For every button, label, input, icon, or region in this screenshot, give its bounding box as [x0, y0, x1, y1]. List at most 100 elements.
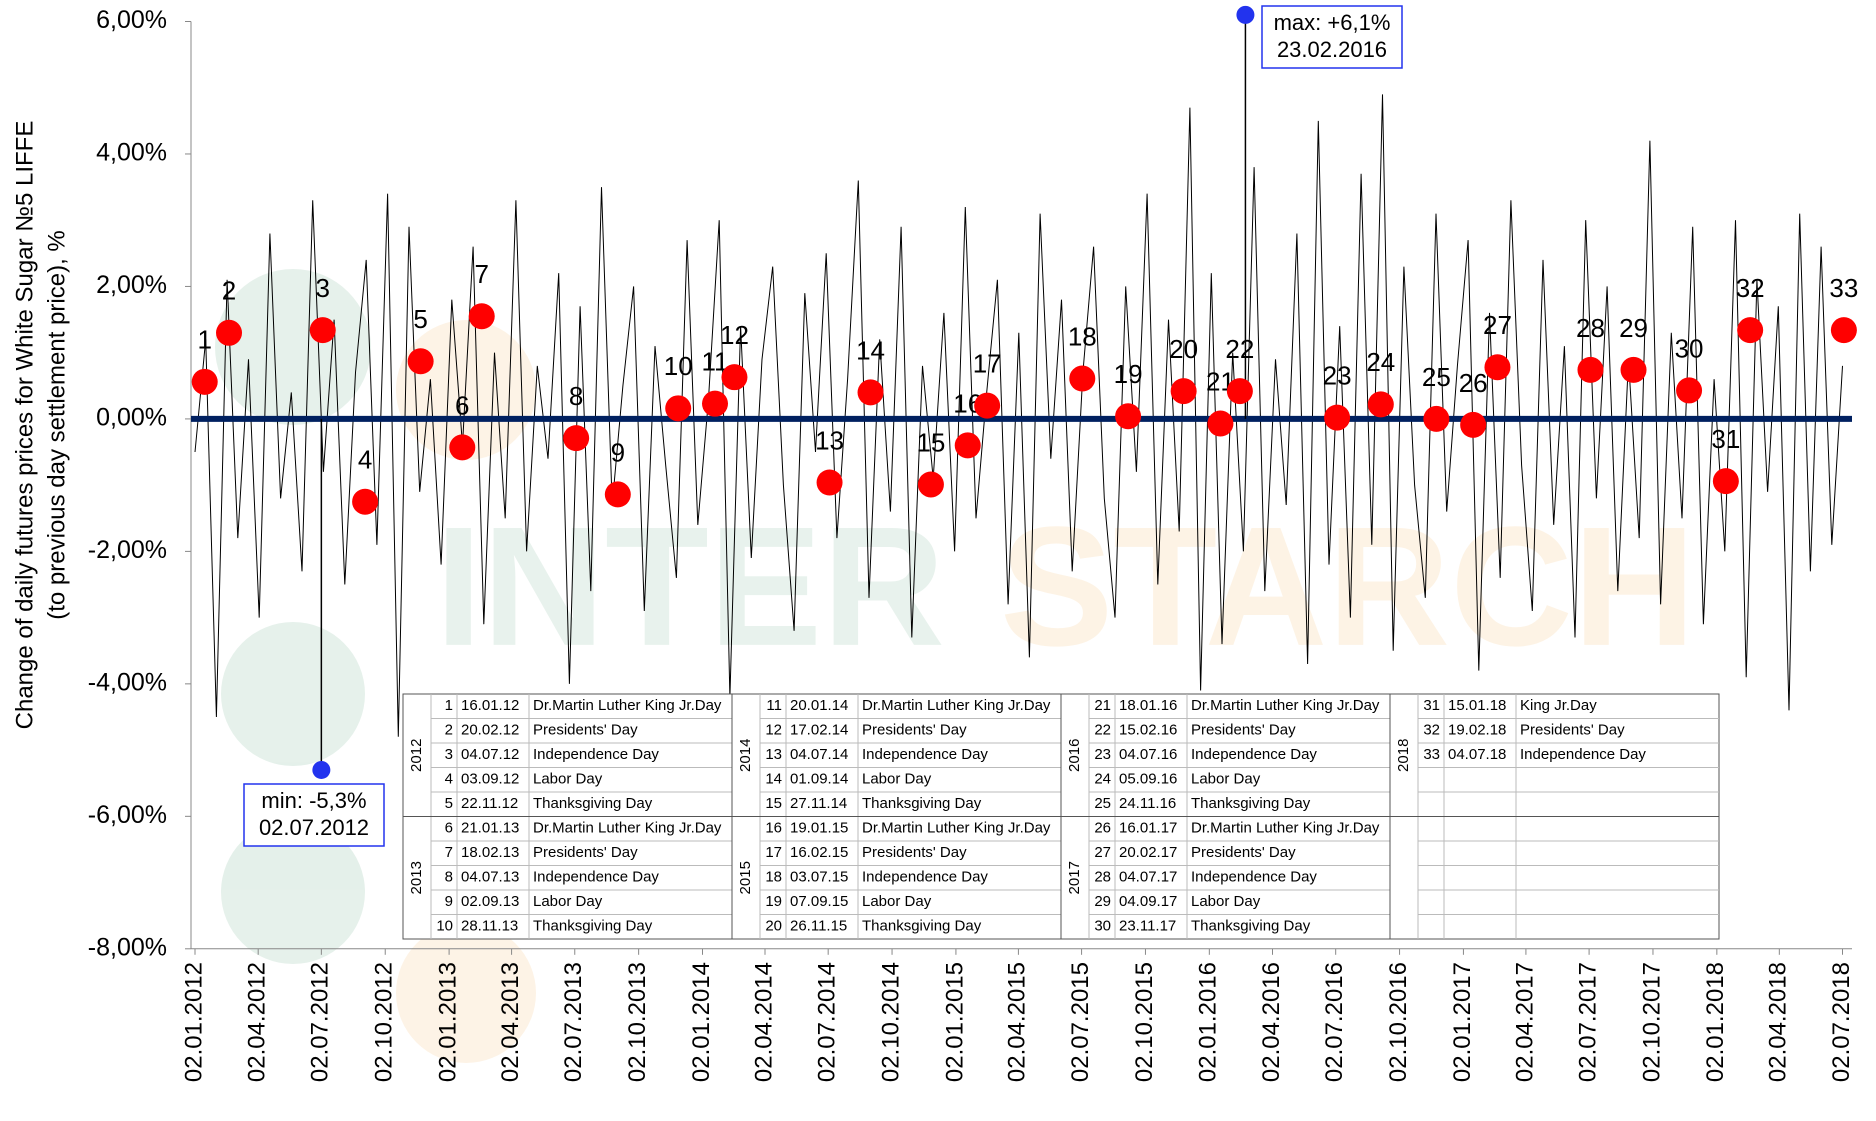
table-number: 19 [765, 893, 782, 910]
x-tick-label: 02.07.2012 [307, 962, 334, 1082]
table-date: 20.02.12 [461, 722, 519, 739]
table-number: 4 [445, 771, 453, 788]
decoration [215, 269, 536, 1063]
y-axis-label: (to previous day settlement price), % [43, 230, 70, 620]
holiday-number: 31 [1711, 424, 1740, 454]
table-date: 18.01.16 [1119, 697, 1177, 714]
table-date: 05.09.16 [1119, 771, 1177, 788]
x-tick-label: 02.07.2018 [1828, 962, 1855, 1082]
table-year: 2016 [1066, 739, 1083, 772]
table-date: 04.07.16 [1119, 746, 1177, 763]
holiday-point [191, 368, 218, 395]
y-tick-label: -4,00% [88, 668, 167, 696]
holiday-point [1676, 377, 1703, 404]
table-holiday: Independence Day [1520, 746, 1646, 763]
holiday-number: 33 [1829, 273, 1858, 303]
deco-circle [221, 820, 365, 964]
table-holiday: Thanksgiving Day [1191, 918, 1311, 935]
table-year: 2017 [1066, 861, 1083, 894]
holiday-number: 22 [1225, 334, 1254, 364]
holiday-point [1226, 378, 1253, 405]
table-number: 10 [436, 918, 453, 935]
holiday-point [665, 395, 692, 422]
holiday-number: 25 [1422, 362, 1451, 392]
x-tick-label: 02.01.2018 [1702, 962, 1729, 1082]
holiday-point [954, 432, 981, 459]
holiday-number: 4 [358, 445, 372, 475]
table-holiday: Presidents' Day [1520, 722, 1625, 739]
y-tick-label: -8,00% [88, 933, 167, 961]
table-holiday: Labor Day [1191, 893, 1261, 910]
table-number: 23 [1094, 746, 1111, 763]
holiday-point [604, 481, 631, 508]
holiday-number: 24 [1366, 347, 1395, 377]
holiday-number: 20 [1169, 334, 1198, 364]
table-date: 04.07.12 [461, 746, 519, 763]
table-holiday: Independence Day [862, 746, 988, 763]
min-point [312, 760, 331, 779]
x-tick-label: 02.04.2015 [1004, 962, 1031, 1082]
table-holiday: Labor Day [533, 771, 603, 788]
table-date: 20.01.14 [790, 697, 848, 714]
watermark-text: STARCH [1000, 492, 1696, 682]
table-number: 25 [1094, 795, 1111, 812]
table-date: 15.01.18 [1448, 697, 1506, 714]
table-date: 16.01.12 [461, 697, 519, 714]
holiday-number: 13 [815, 425, 844, 455]
table-number: 8 [445, 869, 453, 886]
table-holiday: Labor Day [862, 893, 932, 910]
table-date: 04.07.17 [1119, 869, 1177, 886]
table-date: 15.02.16 [1119, 722, 1177, 739]
holiday-number: 8 [569, 381, 583, 411]
table-holiday: Thanksgiving Day [862, 795, 982, 812]
table-holiday: Presidents' Day [1191, 722, 1296, 739]
plot-area: 6,00% 4,00% 2,00% 0,00% -2,00% -4,00% -6,00% -8… [11, 5, 1858, 1082]
table-number: 14 [765, 771, 782, 788]
holiday-point [309, 317, 336, 344]
watermark-text: INTER [435, 492, 945, 682]
table-number: 18 [765, 869, 782, 886]
table-date: 28.11.13 [461, 918, 518, 935]
x-tick-label: 02.04.2016 [1258, 962, 1285, 1082]
table-number: 27 [1094, 844, 1111, 861]
x-tick-label: 02.07.2013 [560, 962, 587, 1082]
table-number: 13 [765, 746, 782, 763]
table-number: 9 [445, 893, 453, 910]
y-tick-label: -6,00% [88, 801, 167, 829]
table-date: 16.02.15 [790, 844, 848, 861]
max-date: 23.02.2016 [1277, 37, 1387, 62]
watermark: INTER STARCH [435, 492, 1696, 682]
table-date: 16.01.17 [1119, 820, 1177, 837]
y-tick-label: 0,00% [96, 404, 167, 432]
table-holiday: Independence Day [862, 869, 988, 886]
x-tick-label: 02.01.2017 [1449, 962, 1476, 1082]
table-holiday: Dr.Martin Luther King Jr.Day [862, 820, 1051, 837]
holiday-point [407, 348, 434, 375]
holiday-number: 5 [413, 304, 427, 334]
holiday-number: 1 [197, 325, 211, 355]
holiday-point [1830, 317, 1857, 344]
table-number: 16 [765, 820, 782, 837]
table-number: 31 [1423, 697, 1440, 714]
x-tick-label: 02.04.2013 [497, 962, 524, 1082]
table-number: 15 [765, 795, 782, 812]
table-year: 2014 [737, 739, 754, 772]
holiday-point [1367, 391, 1394, 418]
x-tick-label: 02.04.2012 [244, 962, 271, 1082]
holiday-number: 10 [664, 351, 693, 381]
table-date: 04.09.17 [1119, 893, 1177, 910]
table-number: 29 [1094, 893, 1111, 910]
table-number: 6 [445, 820, 453, 837]
x-tick-label: 02.04.2018 [1765, 962, 1792, 1082]
holiday-point [1423, 405, 1450, 432]
table-holiday: Independence Day [533, 869, 659, 886]
x-tick-label: 02.10.2013 [624, 962, 651, 1082]
table-holiday: Dr.Martin Luther King Jr.Day [533, 820, 722, 837]
x-tick-label: 02.01.2014 [688, 962, 715, 1082]
table-date: 19.02.18 [1448, 722, 1506, 739]
min-date: 02.07.2012 [259, 815, 369, 840]
deco-circle [221, 622, 365, 766]
table-number: 11 [766, 697, 782, 714]
table-date: 03.09.12 [461, 771, 519, 788]
table-date: 02.09.13 [461, 893, 519, 910]
